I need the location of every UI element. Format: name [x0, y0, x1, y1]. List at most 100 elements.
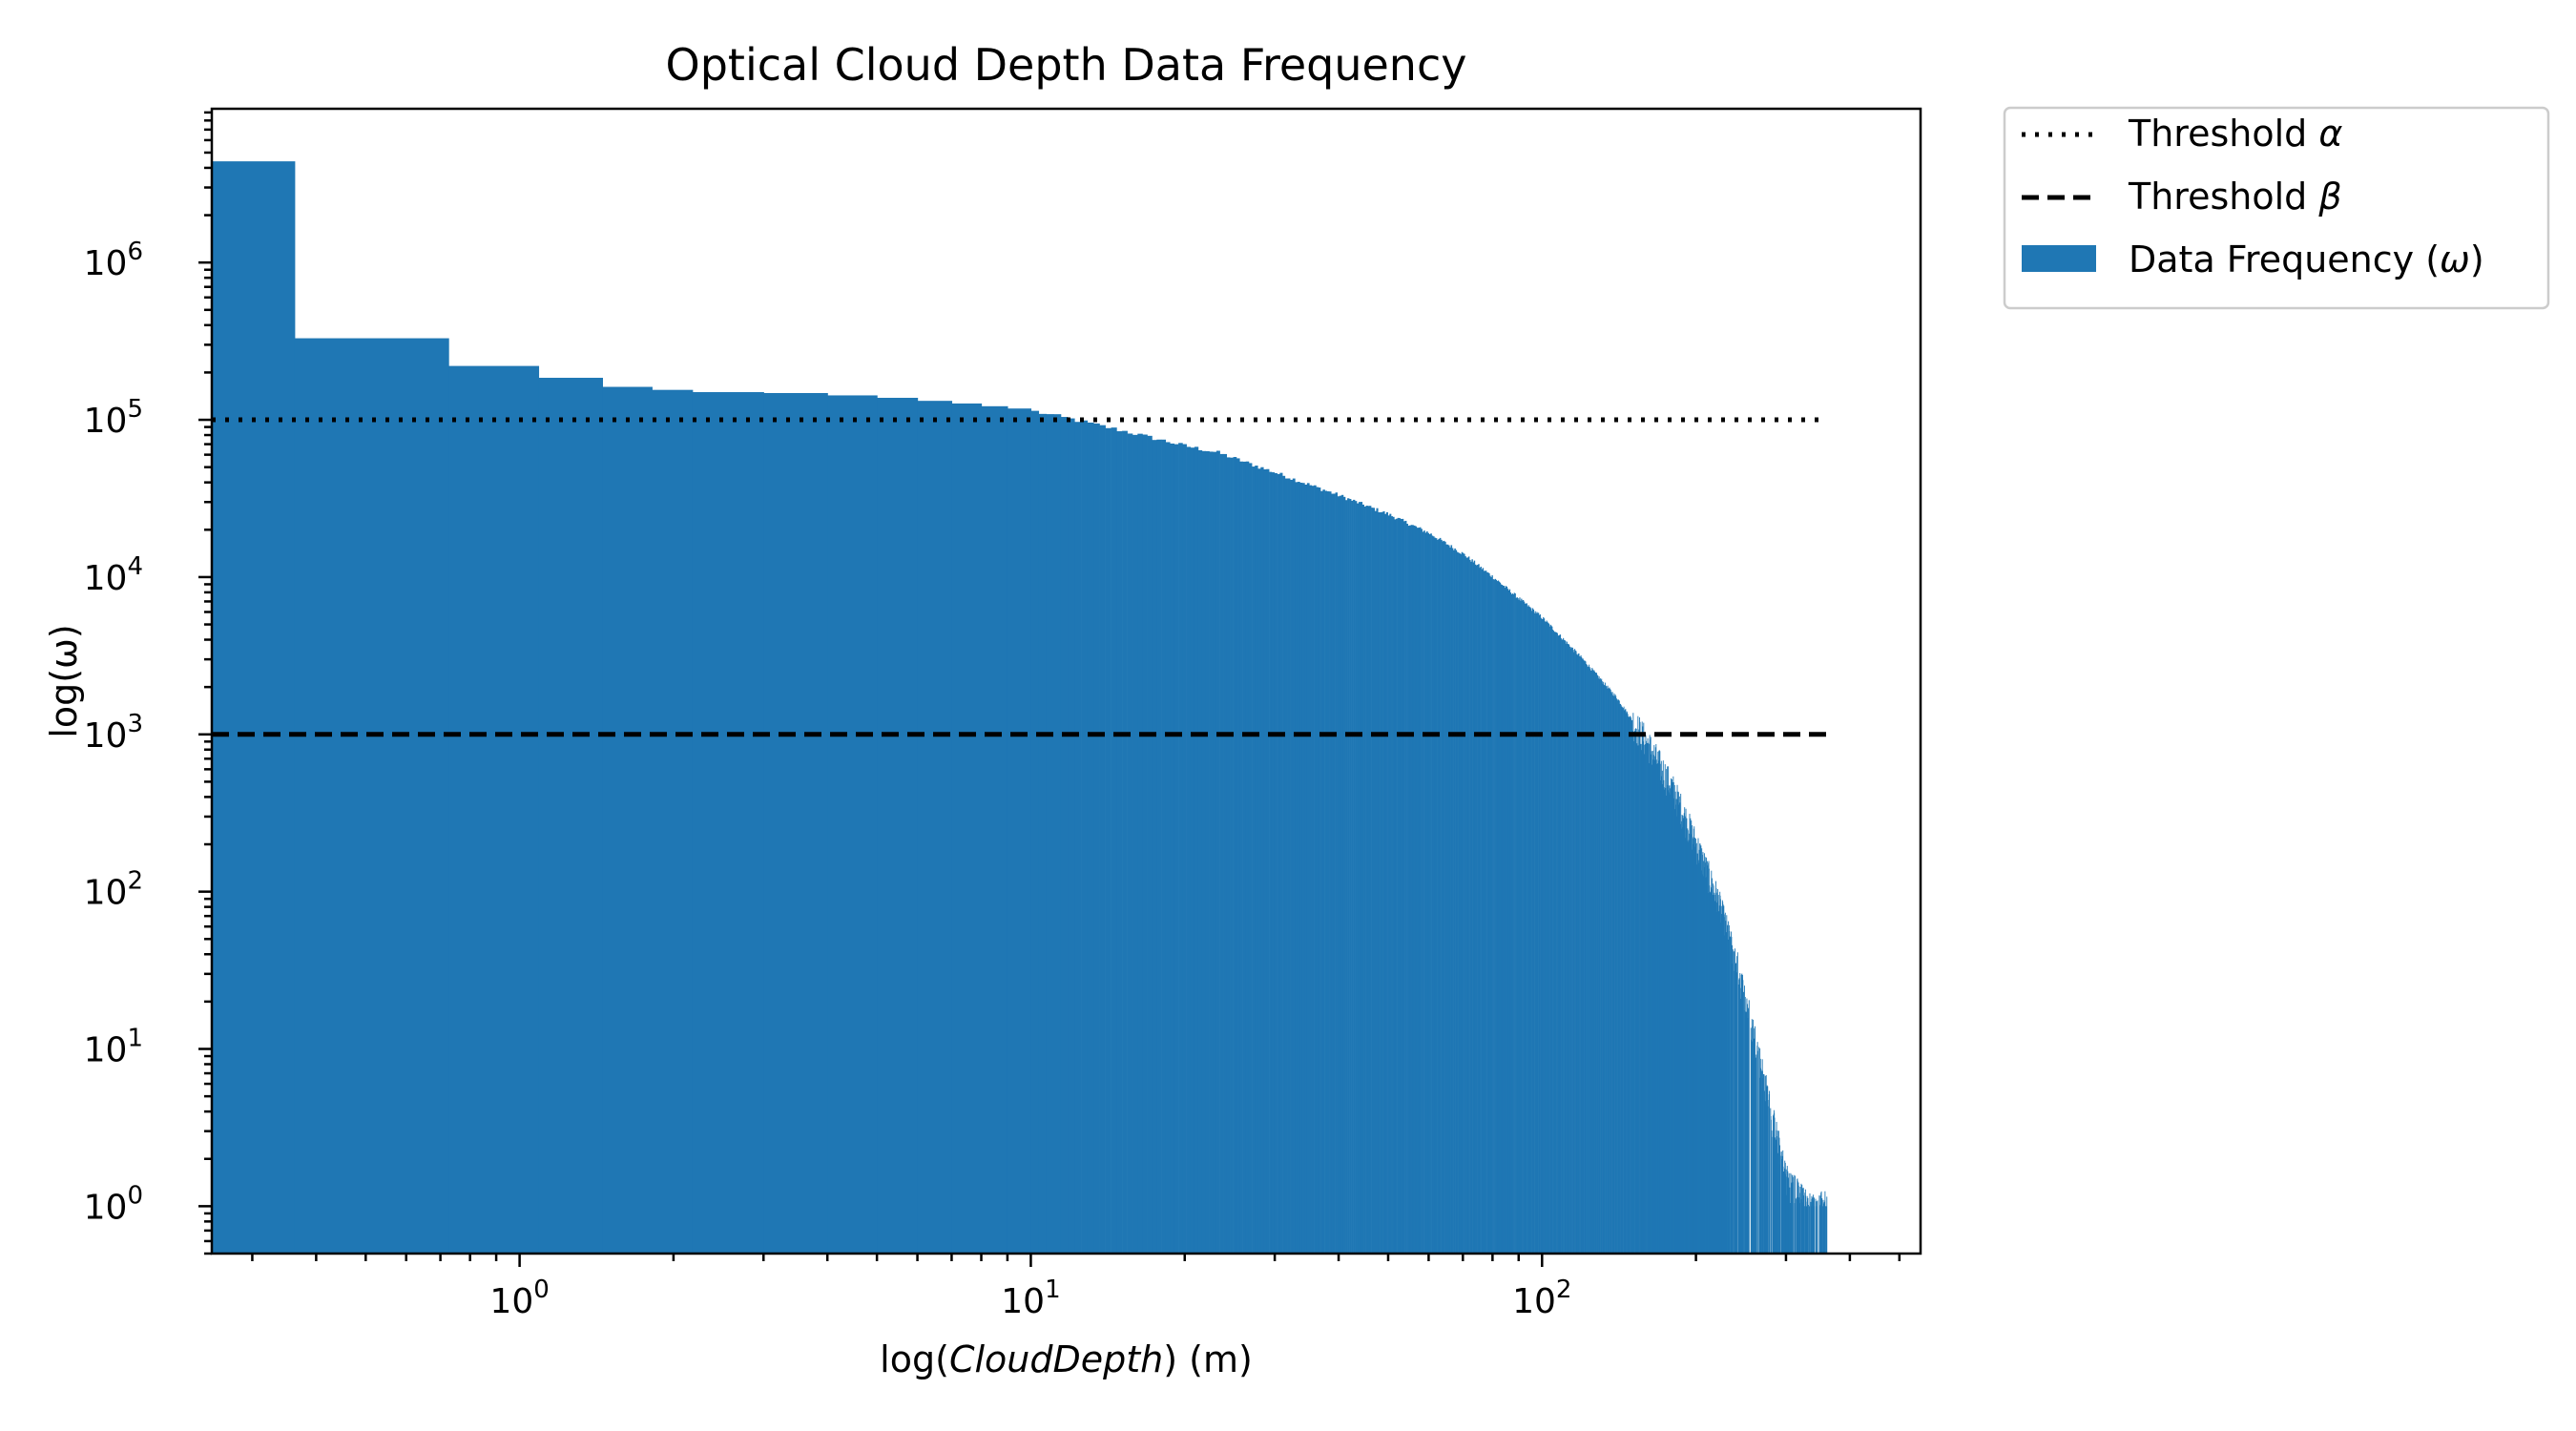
histogram-bar: [1583, 659, 1585, 1254]
histogram-bar: [1490, 576, 1492, 1254]
histogram-bar: [1424, 532, 1427, 1254]
histogram-bar: [1658, 750, 1660, 1254]
histogram-bar: [1649, 743, 1651, 1254]
histogram-bar: [1434, 537, 1436, 1254]
histogram-bar: [1369, 506, 1372, 1254]
histogram-bar: [1652, 755, 1654, 1254]
histogram-bar: [538, 378, 603, 1254]
histogram-bar: [1632, 741, 1634, 1254]
histogram-bar: [1257, 468, 1261, 1254]
histogram-bar: [1808, 1204, 1809, 1254]
histogram-bar: [602, 386, 653, 1254]
histogram-bar: [1626, 711, 1628, 1254]
histogram-bar: [1553, 632, 1555, 1254]
histogram-bar: [1407, 526, 1410, 1254]
histogram-bar: [1385, 512, 1388, 1254]
histogram-bar: [1423, 530, 1425, 1254]
histogram-bar: [1610, 689, 1611, 1254]
histogram-bar: [1813, 1200, 1815, 1254]
histogram-bar: [1660, 763, 1662, 1254]
histogram-bar: [1360, 502, 1363, 1254]
histogram-bar: [1349, 499, 1352, 1254]
histogram-bar: [1371, 508, 1374, 1254]
histogram-bar: [1752, 1041, 1754, 1254]
histogram-bar: [1653, 756, 1655, 1254]
histogram-bar: [1632, 713, 1634, 1254]
histogram-bar: [1823, 1203, 1825, 1254]
histogram-bar: [1290, 479, 1294, 1254]
histogram-bar: [1277, 473, 1280, 1254]
histogram-bar: [1372, 508, 1376, 1254]
histogram-bar: [1676, 816, 1678, 1254]
histogram-bar: [1447, 545, 1450, 1254]
histogram-bar: [1599, 678, 1601, 1254]
histogram-bar: [1580, 654, 1582, 1254]
histogram-bar: [1751, 1039, 1753, 1254]
histogram-bar: [1677, 799, 1678, 1254]
histogram-bar: [1326, 491, 1330, 1254]
histogram-bar: [1340, 494, 1344, 1254]
histogram-bar: [1295, 482, 1298, 1254]
histogram-bar: [1753, 1019, 1755, 1254]
histogram-bar: [1520, 600, 1522, 1254]
histogram-bar: [1636, 745, 1638, 1254]
histogram-bar: [1615, 695, 1617, 1254]
histogram-bar: [1007, 408, 1032, 1255]
histogram-bar: [1823, 1202, 1825, 1254]
histogram-bar: [1559, 634, 1561, 1254]
histogram-bar: [1647, 743, 1648, 1254]
histogram-bar: [1342, 496, 1346, 1254]
histogram-bar: [1648, 763, 1650, 1254]
histogram-bar: [1673, 784, 1675, 1254]
histogram-bar: [1518, 599, 1520, 1254]
histogram-bar: [1584, 660, 1586, 1254]
histogram-bar: [448, 365, 540, 1254]
histogram-bar: [1213, 451, 1217, 1255]
histogram-bar: [951, 403, 983, 1254]
histogram-bar: [1566, 643, 1568, 1254]
histogram-bar: [1579, 656, 1581, 1254]
histogram-bar: [1663, 789, 1665, 1254]
histogram-bar: [1081, 420, 1089, 1254]
histogram-bar: [1335, 492, 1338, 1254]
histogram-bar: [1279, 472, 1283, 1254]
histogram-bar: [1318, 487, 1321, 1254]
histogram-bar: [1174, 444, 1179, 1254]
histogram-bar: [1625, 713, 1627, 1254]
chart-title: Optical Cloud Depth Data Frequency: [666, 39, 1467, 91]
histogram-bar: [1441, 539, 1443, 1254]
histogram-bar: [1525, 603, 1527, 1254]
histogram-bar: [1122, 430, 1128, 1255]
histogram-bar: [1245, 461, 1250, 1254]
histogram-bar: [1765, 1074, 1767, 1254]
histogram-bar: [1563, 637, 1565, 1254]
histogram-bar: [1667, 790, 1669, 1254]
histogram-bar: [1643, 722, 1645, 1254]
histogram-bar: [1812, 1197, 1814, 1254]
histogram-bar: [1781, 1159, 1783, 1254]
histogram-bar: [1548, 626, 1550, 1254]
histogram-bar: [1443, 540, 1445, 1254]
histogram-bar: [1762, 1078, 1764, 1254]
histogram-bar: [1299, 482, 1303, 1254]
histogram-bar: [1668, 766, 1670, 1254]
histogram-bar: [1483, 570, 1485, 1254]
histogram-bar: [1615, 698, 1617, 1254]
histogram-bar: [1793, 1176, 1795, 1254]
histogram-bar: [1637, 745, 1639, 1254]
histogram-bar: [1670, 788, 1672, 1254]
histogram-bar: [1551, 626, 1553, 1254]
histogram-bar: [1621, 706, 1623, 1254]
histogram-bar: [1575, 651, 1577, 1254]
histogram-bar: [1435, 538, 1438, 1254]
histogram-bar: [1760, 1069, 1762, 1254]
histogram-bar: [1824, 1191, 1826, 1254]
histogram-bar: [1621, 706, 1623, 1254]
histogram-bar: [1643, 744, 1645, 1254]
histogram-bar: [1485, 570, 1487, 1254]
histogram-bar: [827, 395, 878, 1254]
y-tick-label: 105: [84, 395, 143, 441]
histogram-bar: [1586, 664, 1588, 1254]
histogram-bar: [1474, 564, 1477, 1254]
histogram-bar: [1442, 541, 1444, 1254]
